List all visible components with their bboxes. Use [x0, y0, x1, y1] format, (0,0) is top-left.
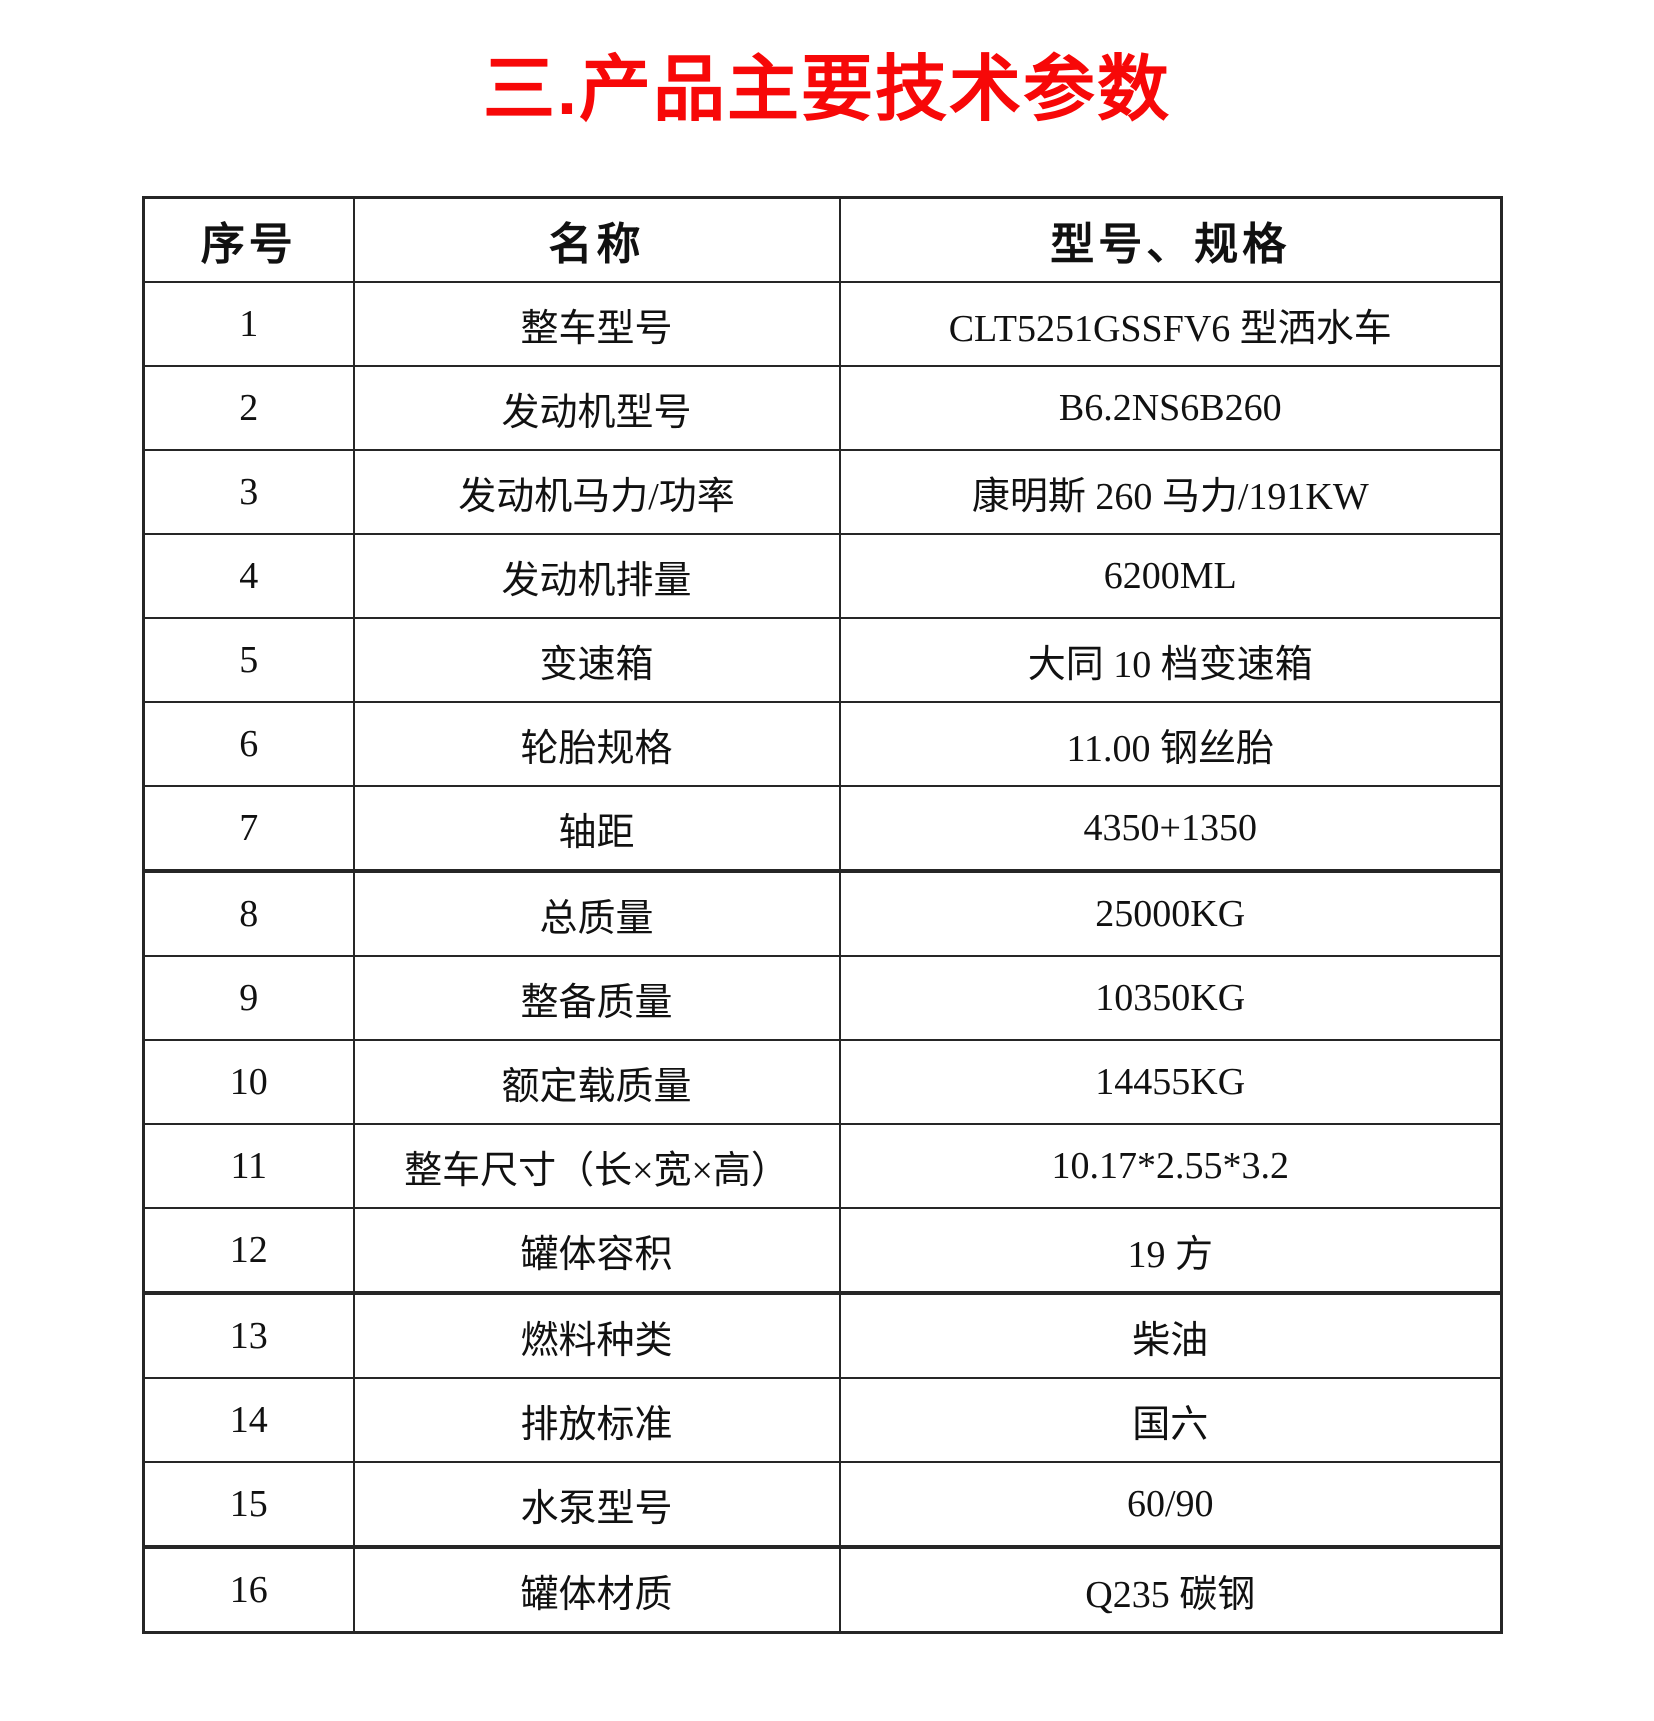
name-cell: 轴距 — [352, 785, 841, 873]
name-cell: 罐体材质 — [352, 1546, 841, 1634]
row-number-cell: 6 — [142, 701, 355, 787]
name-cell: 罐体容积 — [352, 1207, 841, 1295]
spec-cell: 60/90 — [838, 1461, 1503, 1549]
spec-cell: Q235 碳钢 — [838, 1546, 1503, 1634]
table-row: 1 整车型号 CLT5251GSSFV6 型洒水车 — [142, 281, 1503, 367]
name-cell: 额定载质量 — [352, 1039, 841, 1125]
table-row: 9 整备质量 10350KG — [142, 955, 1503, 1041]
header-name: 名称 — [352, 196, 841, 283]
row-number-cell: 1 — [142, 281, 355, 367]
row-number-cell: 9 — [142, 955, 355, 1041]
spec-cell: 6200ML — [838, 533, 1503, 619]
spec-cell: B6.2NS6B260 — [838, 365, 1503, 451]
table-row: 13 燃料种类 柴油 — [142, 1292, 1503, 1379]
table-row: 11 整车尺寸（长×宽×高） 10.17*2.55*3.2 — [142, 1123, 1503, 1209]
table-row: 15 水泵型号 60/90 — [142, 1461, 1503, 1549]
name-cell: 整车尺寸（长×宽×高） — [352, 1123, 841, 1209]
spec-cell: 14455KG — [838, 1039, 1503, 1125]
spec-cell: 10.17*2.55*3.2 — [838, 1123, 1503, 1209]
spec-cell: 19 方 — [838, 1207, 1503, 1295]
spec-cell: 25000KG — [838, 870, 1503, 957]
spec-cell: 康明斯 260 马力/191KW — [838, 449, 1503, 535]
name-cell: 燃料种类 — [352, 1292, 841, 1379]
name-cell: 发动机排量 — [352, 533, 841, 619]
row-number-cell: 13 — [142, 1292, 355, 1379]
table-row: 3 发动机马力/功率 康明斯 260 马力/191KW — [142, 449, 1503, 535]
header-index: 序号 — [142, 196, 355, 283]
table-row: 16 罐体材质 Q235 碳钢 — [142, 1546, 1503, 1634]
row-number-cell: 16 — [142, 1546, 355, 1634]
row-number-cell: 2 — [142, 365, 355, 451]
name-cell: 排放标准 — [352, 1377, 841, 1463]
name-cell: 整备质量 — [352, 955, 841, 1041]
spec-cell: 大同 10 档变速箱 — [838, 617, 1503, 703]
table-row: 14 排放标准 国六 — [142, 1377, 1503, 1463]
spec-cell: 国六 — [838, 1377, 1503, 1463]
row-number-cell: 4 — [142, 533, 355, 619]
table-row: 8 总质量 25000KG — [142, 870, 1503, 957]
table-row: 12 罐体容积 19 方 — [142, 1207, 1503, 1295]
row-number-cell: 8 — [142, 870, 355, 957]
page-title: 三.产品主要技术参数 — [482, 50, 1171, 130]
table-row: 4 发动机排量 6200ML — [142, 533, 1503, 619]
header-spec: 型号、规格 — [838, 196, 1503, 283]
spec-cell: 4350+1350 — [838, 785, 1503, 873]
table-row: 7 轴距 4350+1350 — [142, 785, 1503, 873]
spec-cell: 10350KG — [838, 955, 1503, 1041]
name-cell: 变速箱 — [352, 617, 841, 703]
spec-cell: CLT5251GSSFV6 型洒水车 — [838, 281, 1503, 367]
name-cell: 发动机马力/功率 — [352, 449, 841, 535]
row-number-cell: 7 — [142, 785, 355, 873]
row-number-cell: 5 — [142, 617, 355, 703]
table-row: 6 轮胎规格 11.00 钢丝胎 — [142, 701, 1503, 787]
spec-table: 序号 名称 型号、规格 1 整车型号 CLT5251GSSFV6 型洒水车 2 … — [142, 196, 1503, 1634]
row-number-cell: 3 — [142, 449, 355, 535]
row-number-cell: 10 — [142, 1039, 355, 1125]
table-row: 2 发动机型号 B6.2NS6B260 — [142, 365, 1503, 451]
name-cell: 轮胎规格 — [352, 701, 841, 787]
row-number-cell: 12 — [142, 1207, 355, 1295]
table-row: 5 变速箱 大同 10 档变速箱 — [142, 617, 1503, 703]
name-cell: 水泵型号 — [352, 1461, 841, 1549]
name-cell: 发动机型号 — [352, 365, 841, 451]
name-cell: 总质量 — [352, 870, 841, 957]
name-cell: 整车型号 — [352, 281, 841, 367]
table-header-row: 序号 名称 型号、规格 — [142, 196, 1503, 283]
row-number-cell: 15 — [142, 1461, 355, 1549]
row-number-cell: 14 — [142, 1377, 355, 1463]
table-row: 10 额定载质量 14455KG — [142, 1039, 1503, 1125]
spec-cell: 柴油 — [838, 1292, 1503, 1379]
spec-cell: 11.00 钢丝胎 — [838, 701, 1503, 787]
row-number-cell: 11 — [142, 1123, 355, 1209]
